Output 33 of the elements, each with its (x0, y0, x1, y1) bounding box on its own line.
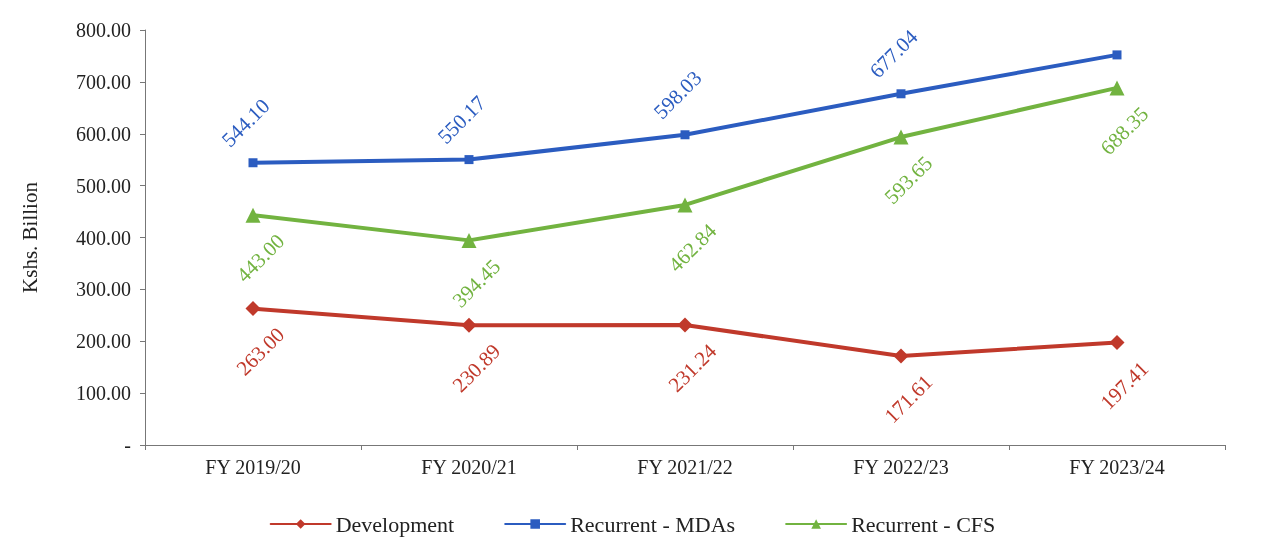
point (464, 155, 474, 165)
point (461, 232, 477, 248)
point (677, 317, 693, 333)
point (896, 89, 906, 99)
point (461, 317, 477, 333)
point (677, 197, 693, 213)
point (1109, 335, 1125, 351)
y-tick-label: 600.00 (76, 122, 131, 145)
point (893, 129, 909, 145)
legend-label: Recurrent - MDAs (570, 511, 736, 537)
y-tick-label: 500.00 (76, 174, 131, 197)
x-tick-label: FY 2020/21 (421, 456, 517, 478)
point (245, 207, 261, 223)
x-tick-label: FY 2021/22 (637, 456, 733, 478)
x-tick-label: FY 2023/24 (1069, 456, 1165, 478)
point (1109, 80, 1125, 96)
x-tick-label: FY 2022/23 (853, 456, 949, 478)
point (245, 301, 261, 317)
point (248, 158, 258, 168)
legend-label: Recurrent - CFS (851, 511, 996, 537)
y-tick-label: 800.00 (76, 19, 131, 41)
y-tick-label: 200.00 (76, 330, 131, 353)
y-tick-label: 100.00 (76, 382, 131, 405)
y-tick-label: - (124, 434, 131, 456)
point (1112, 50, 1122, 60)
legend-label: Development (335, 511, 455, 537)
y-tick-label: 400.00 (76, 226, 131, 249)
y-axis-title: Kshs. Billion (17, 181, 42, 293)
point (680, 130, 690, 140)
y-tick-label: 300.00 (76, 278, 131, 301)
point (893, 348, 909, 364)
y-tick-label: 700.00 (76, 70, 131, 93)
x-tick-label: FY 2019/20 (205, 456, 301, 478)
